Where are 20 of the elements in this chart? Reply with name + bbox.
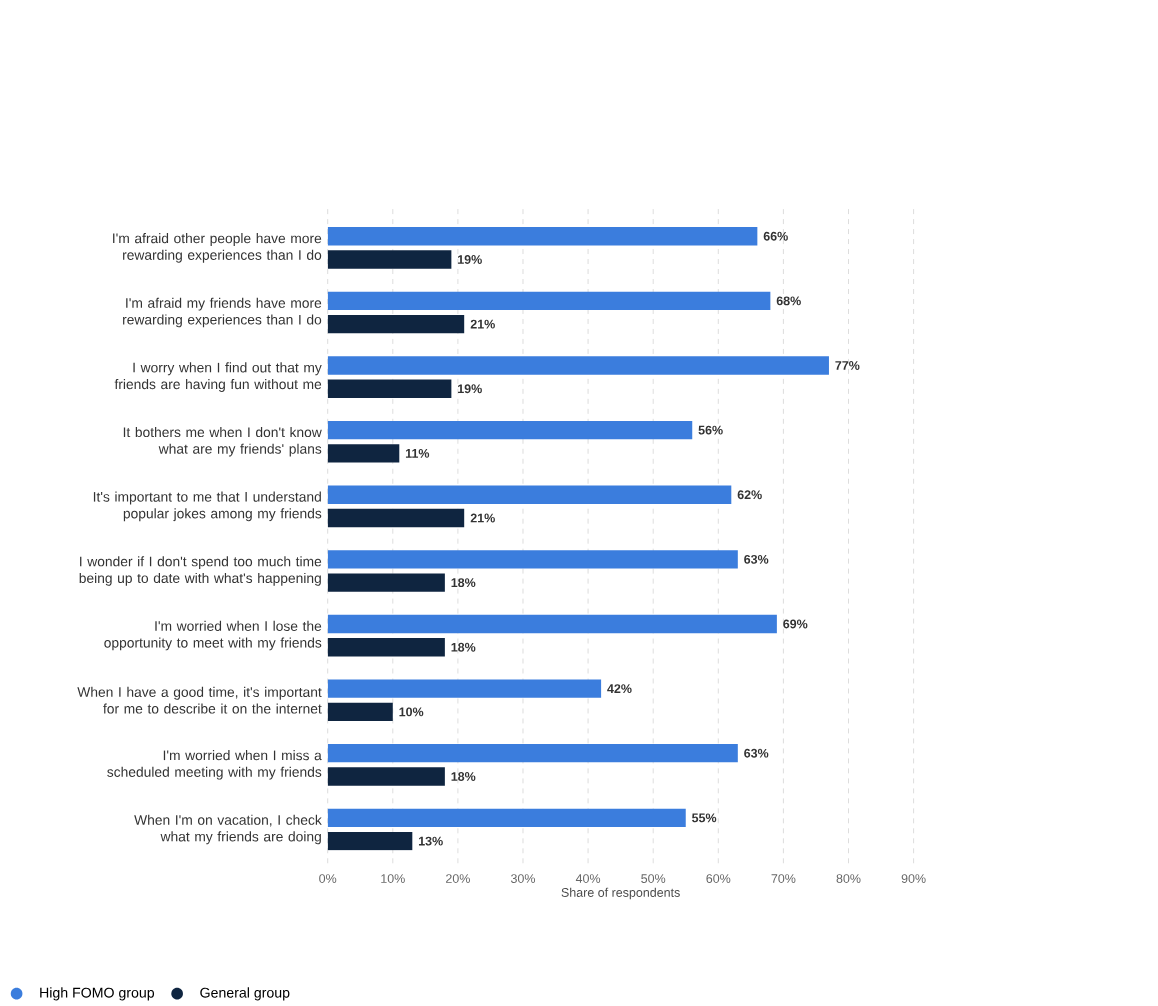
bar bbox=[327, 250, 452, 269]
bar bbox=[327, 226, 758, 246]
bar bbox=[327, 379, 452, 398]
bar bbox=[327, 614, 777, 633]
bar bbox=[327, 291, 771, 310]
bar bbox=[327, 679, 602, 698]
bar bbox=[327, 508, 465, 527]
bar bbox=[327, 766, 445, 786]
bar bbox=[327, 637, 445, 657]
bar bbox=[327, 831, 413, 850]
bar bbox=[327, 420, 693, 439]
bar bbox=[327, 549, 738, 569]
bar bbox=[327, 743, 738, 763]
bar bbox=[327, 355, 829, 375]
bar bbox=[327, 443, 400, 463]
bar bbox=[327, 314, 465, 333]
bar bbox=[327, 702, 393, 721]
bar bbox=[327, 485, 732, 504]
bar bbox=[327, 573, 445, 592]
bar bbox=[327, 808, 686, 827]
